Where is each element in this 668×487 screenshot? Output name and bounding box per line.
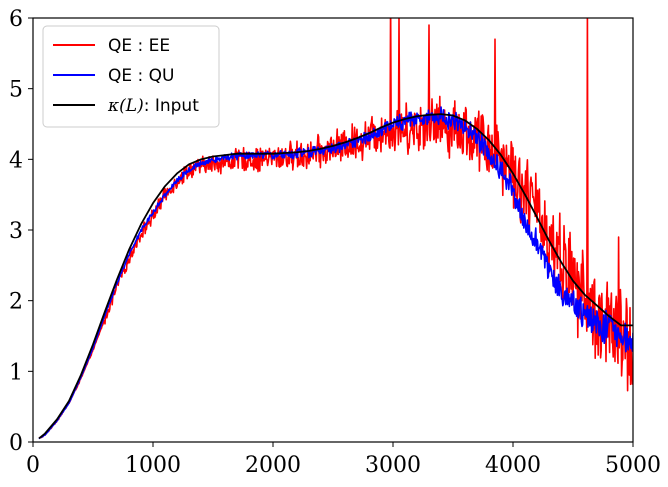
legend: QE : EE QE : QU κ(L): Input — [42, 25, 220, 128]
y-tick-label: 4 — [9, 148, 23, 173]
y-tick-label: 2 — [9, 290, 23, 315]
y-tick-label: 3 — [9, 219, 23, 244]
y-tick-label: 0 — [9, 431, 23, 456]
y-tick-label: 5 — [9, 78, 23, 103]
ticks: 0 1000 2000 3000 4000 5000 0 1 2 3 4 5 6 — [9, 7, 661, 478]
legend-box — [42, 25, 220, 128]
legend-label-input-suffix: : Input — [144, 96, 199, 116]
legend-label-input-math: κ(L) — [107, 96, 144, 116]
x-tick-label: 5000 — [605, 453, 661, 478]
y-tick-label: 6 — [9, 7, 23, 32]
y-tick-label: 1 — [9, 360, 23, 385]
x-tick-label: 0 — [26, 453, 40, 478]
legend-label-ee: QE : EE — [108, 36, 170, 56]
plot-area — [38, 18, 633, 440]
series-line-qu — [38, 106, 633, 440]
series-line-input — [38, 113, 633, 440]
x-tick-label: 4000 — [485, 453, 541, 478]
legend-label-qu: QE : QU — [108, 66, 174, 86]
legend-label-input: κ(L): Input — [107, 96, 199, 116]
x-tick-label: 2000 — [245, 453, 301, 478]
x-tick-label: 3000 — [365, 453, 421, 478]
x-tick-label: 1000 — [125, 453, 181, 478]
